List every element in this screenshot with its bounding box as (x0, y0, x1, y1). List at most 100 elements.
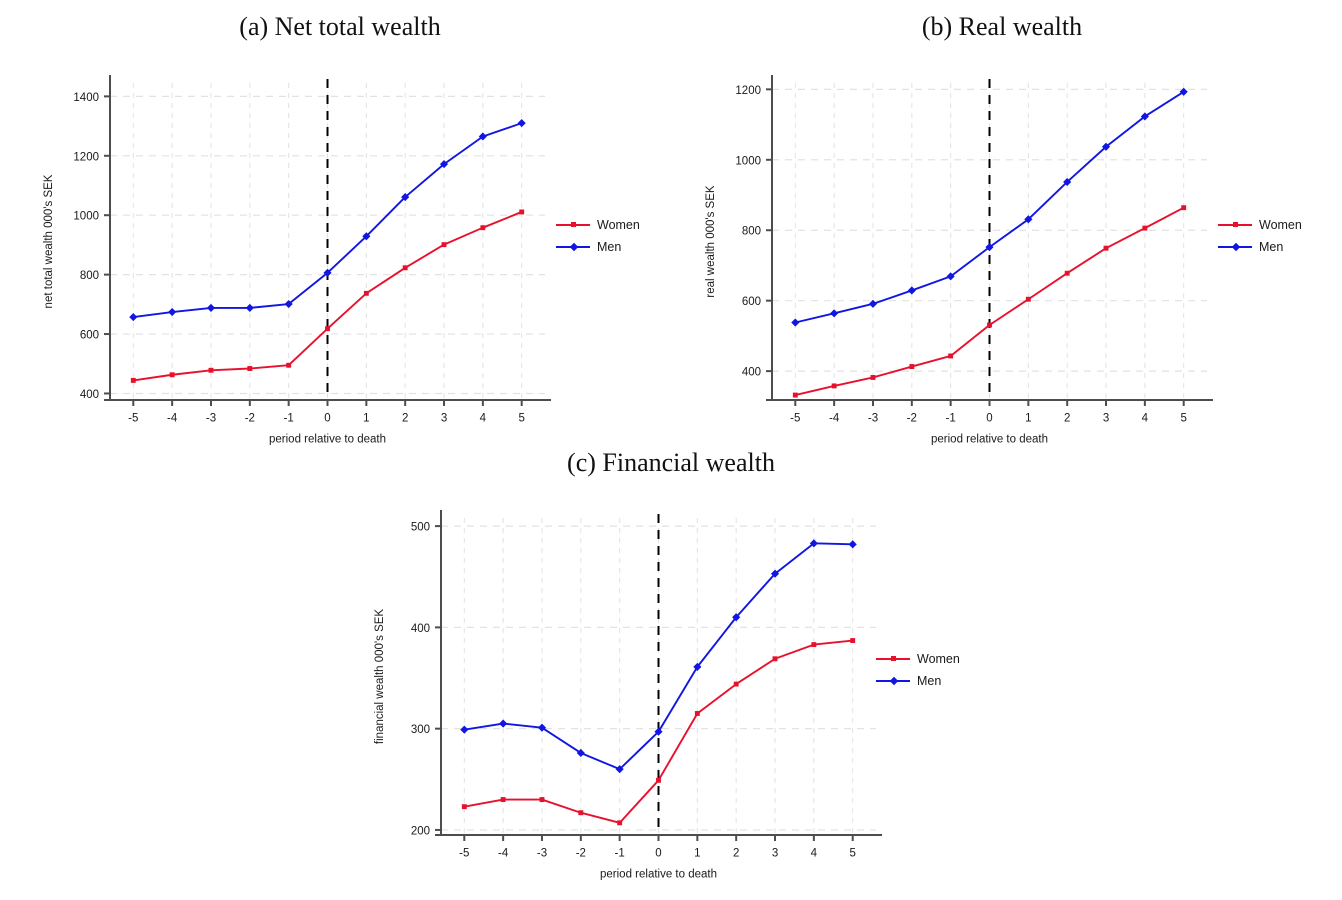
series-women (461, 638, 856, 826)
legend-item-women[interactable]: Women (556, 214, 640, 236)
data-point-marker (1024, 215, 1033, 224)
data-point-marker (1140, 112, 1149, 121)
data-point-marker (792, 392, 798, 398)
svg-text:4: 4 (480, 413, 487, 425)
data-point-marker (1064, 270, 1070, 276)
data-point-marker (461, 804, 467, 810)
data-point-marker (615, 765, 624, 774)
data-point-marker (693, 662, 702, 671)
svg-text:5: 5 (518, 413, 524, 425)
svg-text:-2: -2 (576, 848, 586, 860)
data-point-marker (1179, 87, 1188, 96)
svg-text:-1: -1 (946, 413, 956, 425)
data-point-marker (363, 290, 369, 296)
svg-text:800: 800 (742, 226, 761, 238)
data-point-marker (654, 727, 663, 736)
svg-text:600: 600 (80, 330, 99, 342)
y-axis-label: financial wealth 000's SEK (374, 609, 386, 744)
data-point-marker (948, 353, 954, 359)
data-point-marker (909, 364, 915, 369)
panel-b-title: (b) Real wealth (921, 12, 1083, 41)
data-point-marker (325, 326, 330, 332)
data-point-marker (732, 613, 741, 622)
svg-text:4: 4 (811, 848, 818, 860)
panel-a-title: (a) Net total wealth (239, 12, 441, 41)
svg-text:-5: -5 (128, 413, 138, 425)
data-point-marker (247, 366, 253, 371)
svg-text:-4: -4 (167, 413, 178, 425)
panel-c-title: (c) Financial wealth (567, 448, 775, 477)
svg-text:2: 2 (733, 848, 739, 860)
y-axis-label: real wealth 000's SEK (705, 185, 717, 297)
x-axis-ticks: -5 -4 -3 -2 -1 0 1 2 3 4 5 (128, 400, 525, 425)
legend-item-men[interactable]: Men (1218, 236, 1302, 258)
data-point-marker (870, 375, 876, 380)
legend-label-men: Men (597, 240, 622, 254)
legend-key-women-icon (556, 219, 590, 231)
svg-text:-4: -4 (498, 848, 509, 860)
legend-key-women-icon (876, 653, 910, 665)
data-point-marker (985, 243, 994, 252)
svg-text:2: 2 (402, 413, 408, 425)
svg-text:200: 200 (411, 825, 430, 837)
data-point-marker (868, 299, 878, 308)
svg-text:1: 1 (694, 848, 700, 860)
panel-b-plot: 400 600 800 1000 1200 -5 -4 -3 -2 -1 0 1 2 3 4 5 period … (705, 75, 1213, 446)
data-point-marker (480, 225, 486, 231)
svg-text:-3: -3 (537, 848, 547, 860)
svg-text:400: 400 (411, 623, 430, 635)
panel-net-total-wealth: (a) Net total wealth 400 600 800 1000 1200 14… (0, 0, 680, 450)
grid-lines (772, 83, 1207, 400)
svg-text:5: 5 (1180, 413, 1186, 425)
legend-item-women[interactable]: Women (876, 648, 960, 670)
data-point-marker (694, 711, 700, 716)
legend-label-women: Women (917, 652, 960, 666)
svg-text:-1: -1 (615, 848, 625, 860)
svg-text:0: 0 (324, 413, 330, 425)
panel-a-plot: 400 600 800 1000 1200 1400 -5 -4 -3 -2 -1 0 1 2 3 4 5 per… (43, 75, 551, 446)
svg-text:-4: -4 (829, 413, 840, 425)
svg-text:800: 800 (80, 270, 99, 282)
data-point-marker (362, 232, 371, 241)
legend-item-women[interactable]: Women (1218, 214, 1302, 236)
panel-financial-wealth: (c) Financial wealth 200 300 400 500 -5 -4 -3-… (331, 440, 1011, 900)
data-point-marker (831, 383, 837, 389)
data-point-marker (245, 303, 254, 312)
legend-item-men[interactable]: Men (876, 670, 960, 692)
data-point-marker (617, 820, 623, 826)
legend-item-men[interactable]: Men (556, 236, 640, 258)
svg-text:0: 0 (655, 848, 661, 860)
data-point-marker (537, 723, 547, 732)
data-point-marker (401, 193, 410, 202)
svg-text:-5: -5 (790, 413, 800, 425)
svg-text:1: 1 (1025, 413, 1031, 425)
svg-text:400: 400 (742, 367, 761, 379)
data-point-marker (323, 268, 332, 277)
svg-text:600: 600 (742, 296, 761, 308)
data-point-marker (1101, 142, 1111, 151)
x-axis-label: period relative to death (269, 434, 386, 446)
x-axis-label: period relative to death (600, 869, 717, 881)
svg-text:1200: 1200 (73, 151, 99, 163)
data-point-marker (811, 642, 817, 648)
series-men (129, 119, 526, 322)
data-point-marker (402, 265, 408, 271)
panel-b-legend: Women Men (1218, 214, 1302, 258)
svg-text:3: 3 (441, 413, 447, 425)
svg-text:4: 4 (1142, 413, 1149, 425)
data-point-marker (208, 367, 214, 373)
series-women (130, 209, 525, 383)
y-axis-ticks: 400 600 800 1000 1200 1400 (73, 92, 110, 401)
data-point-marker (478, 132, 487, 141)
x-axis-label: period relative to death (931, 434, 1048, 446)
svg-text:-3: -3 (868, 413, 878, 425)
x-axis-ticks: -5 -4 -3 -2 -1 0 1 2 3 4 5 (790, 400, 1187, 425)
series-men (460, 539, 857, 774)
legend-label-women: Women (597, 218, 640, 232)
svg-text:1200: 1200 (735, 85, 761, 97)
data-point-marker (460, 725, 469, 734)
panel-a-legend: Women Men (556, 214, 640, 258)
series-men (791, 87, 1188, 327)
data-point-marker (539, 797, 545, 803)
y-axis-label: net total wealth 000's SEK (43, 174, 55, 308)
